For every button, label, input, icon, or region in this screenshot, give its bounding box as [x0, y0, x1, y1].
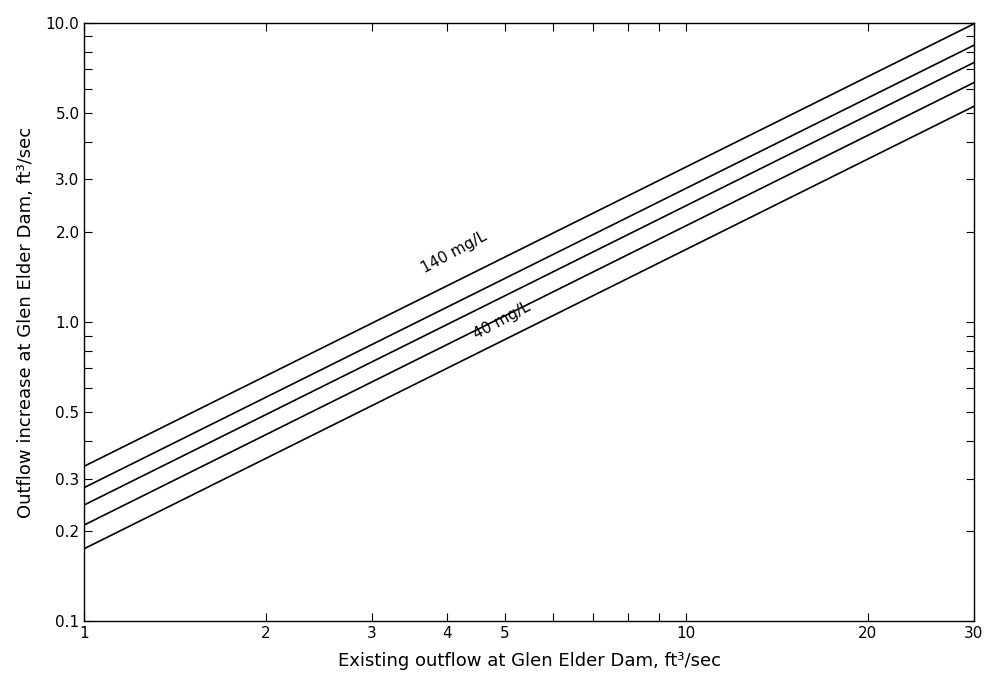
Text: 140 mg/L: 140 mg/L: [419, 229, 490, 276]
Text: 40 mg/L: 40 mg/L: [471, 299, 533, 341]
X-axis label: Existing outflow at Glen Elder Dam, ft³/sec: Existing outflow at Glen Elder Dam, ft³/…: [338, 653, 721, 671]
Y-axis label: Outflow increase at Glen Elder Dam, ft³/sec: Outflow increase at Glen Elder Dam, ft³/…: [17, 126, 35, 517]
